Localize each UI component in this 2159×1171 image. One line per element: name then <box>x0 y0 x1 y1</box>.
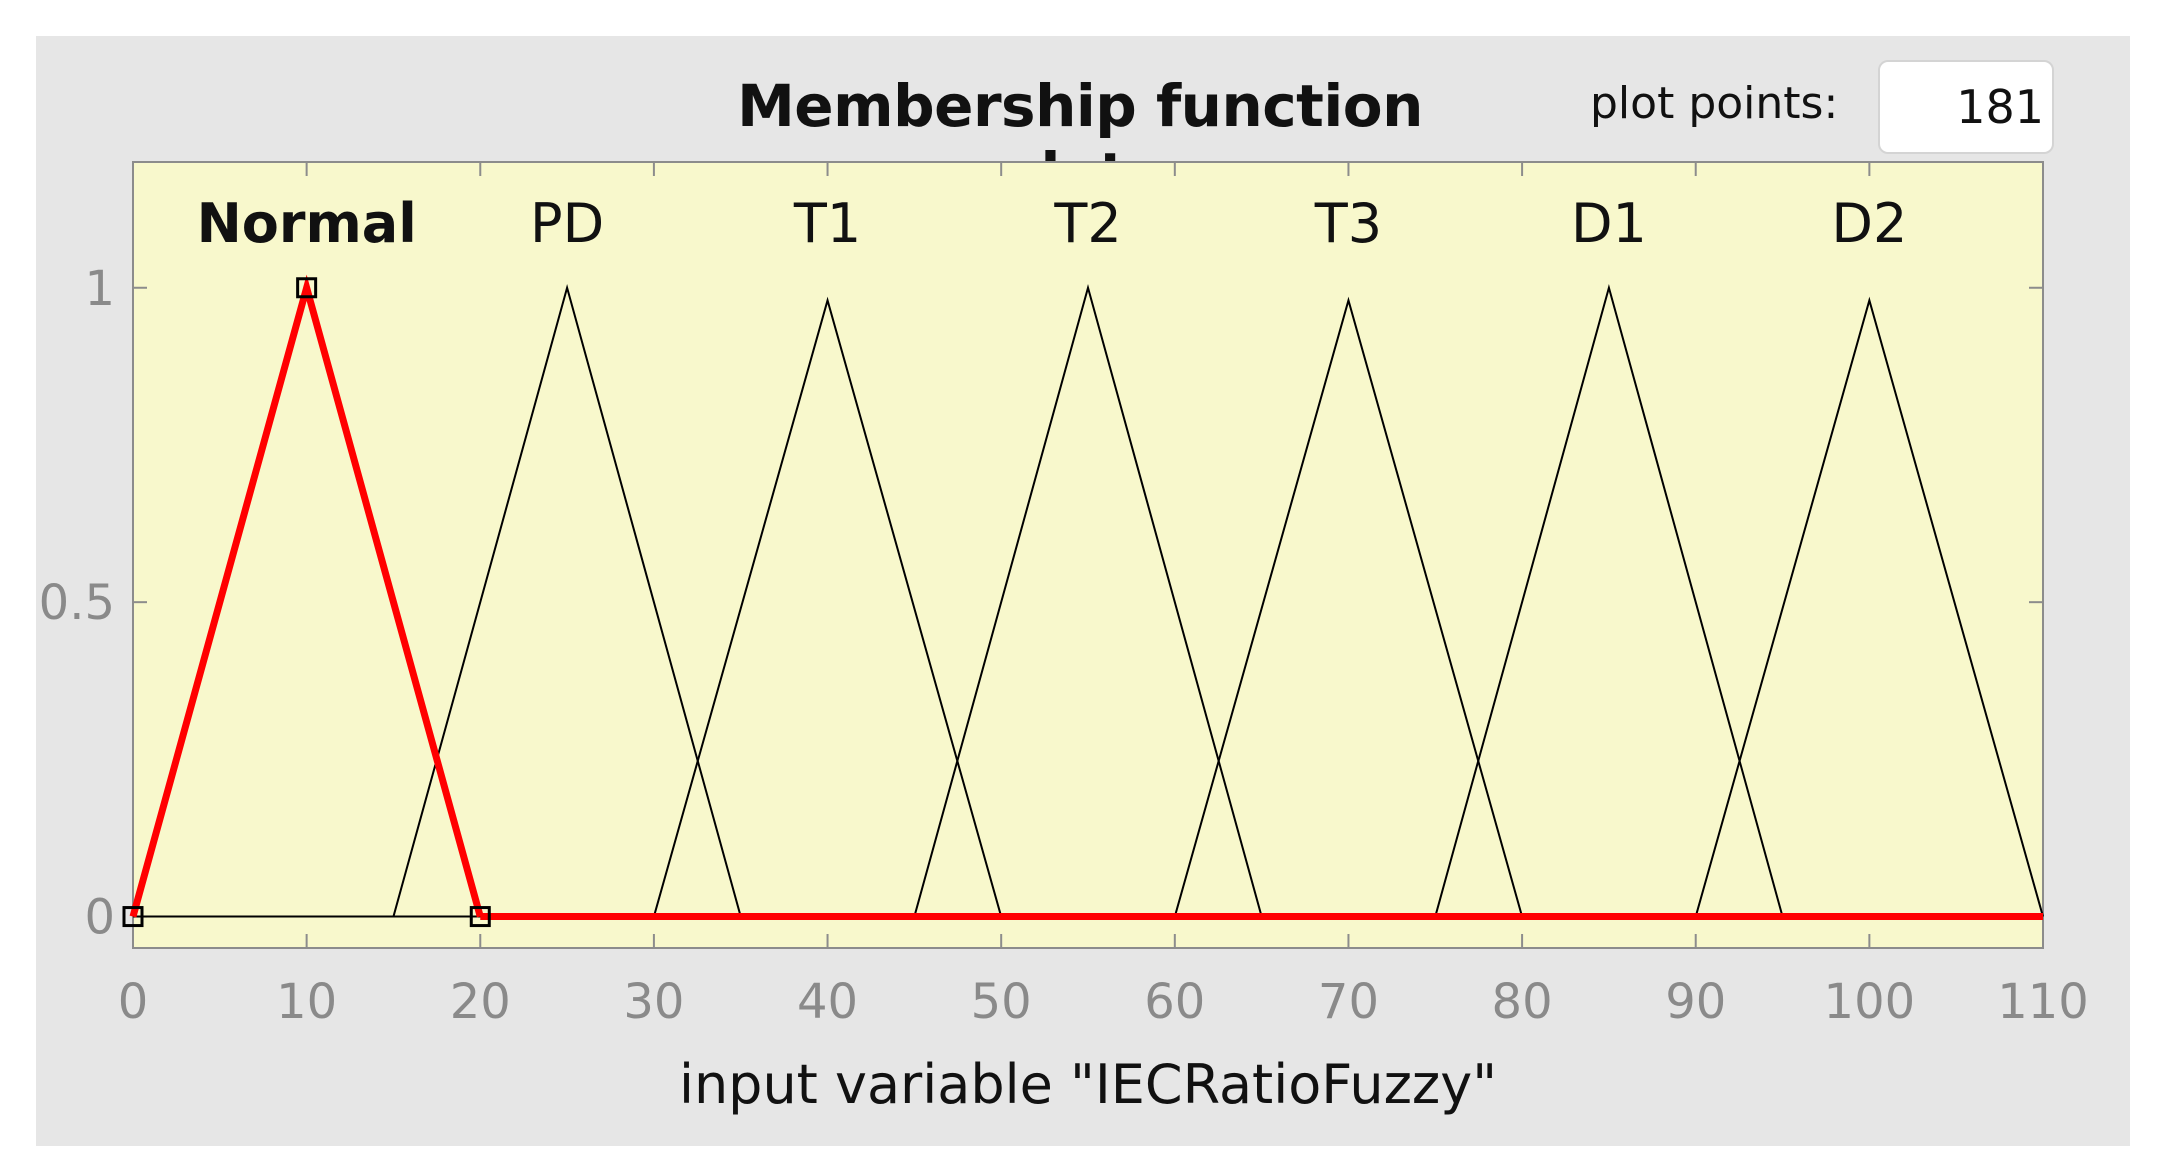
x-tick-labels: 0 10 20 30 40 50 60 70 80 90 100 110 <box>118 974 2089 1030</box>
plot-points-label: plot points: <box>1590 78 1839 129</box>
x-tick-label: 100 <box>1824 974 1916 1030</box>
y-tick-label: 0 <box>84 890 115 946</box>
mf-curve-t2[interactable] <box>913 284 1263 917</box>
y-tick-label: 0.5 <box>39 575 115 631</box>
y-tick-labels: 00.51 <box>39 261 115 946</box>
mf-label-d1[interactable]: D1 <box>1571 192 1647 255</box>
mf-label-t3[interactable]: T3 <box>1314 192 1382 255</box>
membership-labels[interactable]: PD T1 T2 T3 D1 D2 Normal <box>197 192 1908 255</box>
x-tick-label: 20 <box>450 974 511 1030</box>
x-tick-label: 110 <box>1997 974 2089 1030</box>
mf-handle[interactable] <box>469 906 491 928</box>
membership-curves[interactable] <box>129 274 2044 921</box>
mf-handle[interactable] <box>122 906 144 928</box>
x-axis-title: input variable "IECRatioFuzzy" <box>679 1053 1497 1116</box>
x-tick-label: 50 <box>971 974 1032 1030</box>
plot-area[interactable] <box>132 161 2044 949</box>
mf-label-t2[interactable]: T2 <box>1053 192 1121 255</box>
x-tick-label: 0 <box>118 974 149 1030</box>
mf-curve-d2[interactable] <box>1694 296 2044 917</box>
mf-curve-pd[interactable] <box>392 284 742 917</box>
mf-label-pd[interactable]: PD <box>530 192 604 255</box>
mf-label-t1[interactable]: T1 <box>793 192 861 255</box>
mf-label-d2[interactable]: D2 <box>1831 192 1907 255</box>
x-tick-label: 30 <box>623 974 684 1030</box>
mf-handle[interactable] <box>296 277 318 299</box>
x-tick-label: 90 <box>1665 974 1726 1030</box>
mf-curve-t3[interactable] <box>1173 296 1524 917</box>
plot-points-input[interactable] <box>1878 60 2054 154</box>
mf-label-normal[interactable]: Normal <box>197 192 417 255</box>
x-tick-label: 60 <box>1144 974 1205 1030</box>
y-tick-label: 1 <box>84 261 115 317</box>
x-tick-label: 70 <box>1318 974 1379 1030</box>
x-tick-label: 40 <box>797 974 858 1030</box>
selected-mf-handles[interactable] <box>122 277 491 928</box>
mf-curve-normal[interactable] <box>129 274 484 918</box>
plot-title: Membership function plots <box>737 72 1423 208</box>
x-tick-label: 10 <box>276 974 337 1030</box>
mf-curve-d1[interactable] <box>1434 284 1784 917</box>
x-tick-label: 80 <box>1492 974 1553 1030</box>
mf-curve-t1[interactable] <box>652 296 1003 917</box>
